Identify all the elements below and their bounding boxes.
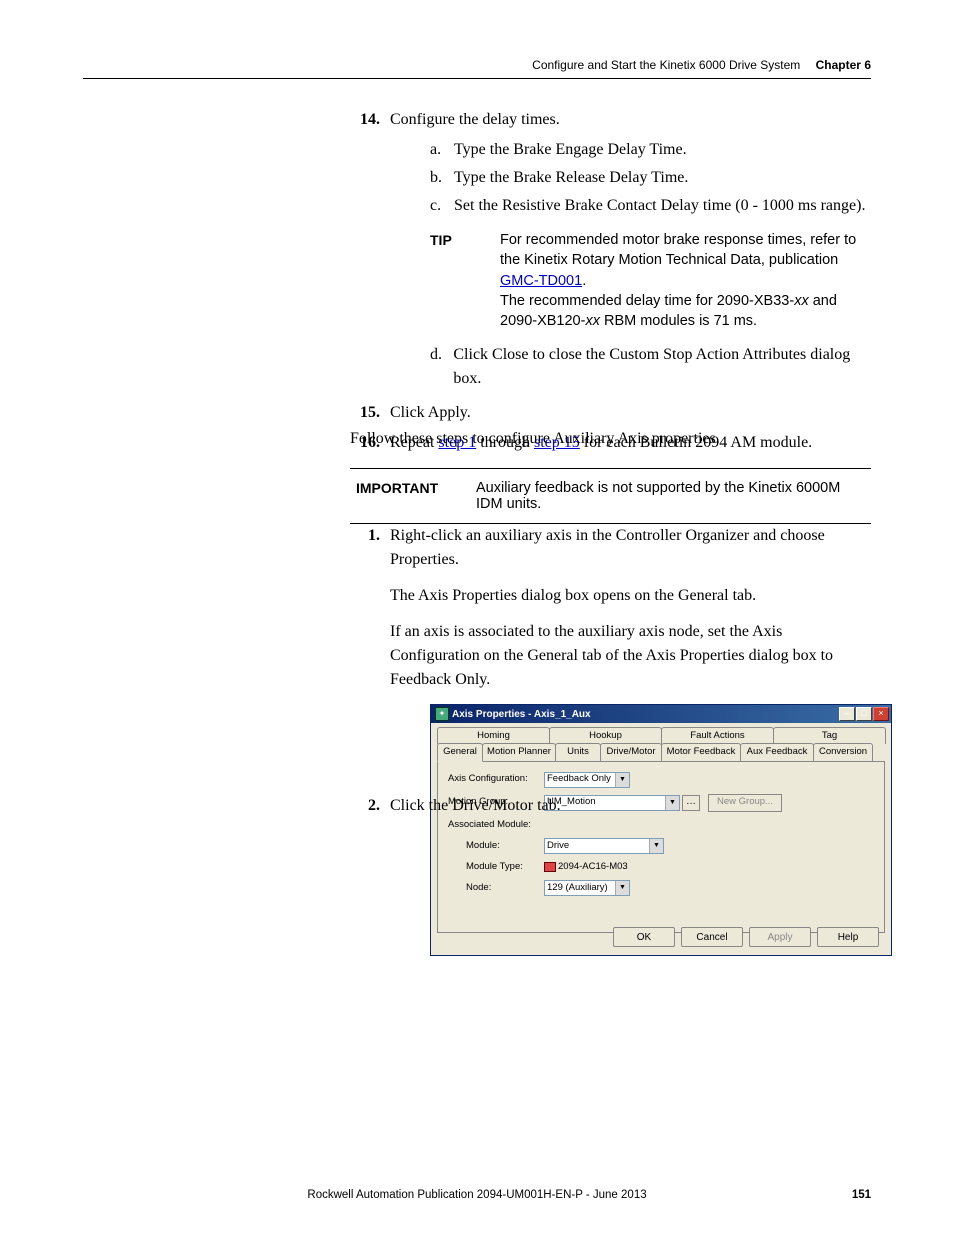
substep-text: Set the Resistive Brake Contact Delay ti… — [454, 194, 865, 218]
dropdown-module[interactable]: Drive▼ — [544, 838, 664, 854]
header-title: Configure and Start the Kinetix 6000 Dri… — [532, 58, 800, 72]
footer-publication: Rockwell Automation Publication 2094-UM0… — [307, 1189, 646, 1201]
apply-button[interactable]: Apply — [749, 927, 811, 947]
tab-content-general: Axis Configuration: Feedback Only▼ Motio… — [437, 761, 885, 934]
substep-text: Click Close to close the Custom Stop Act… — [453, 343, 871, 391]
tab-fault-actions[interactable]: Fault Actions — [661, 727, 774, 744]
step-number: 2. — [350, 794, 390, 818]
main-content: 14. Configure the delay times. a.Type th… — [350, 108, 871, 461]
substep-text: Type the Brake Engage Delay Time. — [454, 138, 687, 162]
label-module-type: Module Type: — [466, 860, 544, 874]
help-button[interactable]: Help — [817, 927, 879, 947]
step-number: 1. — [350, 524, 390, 964]
step-text: Configure the delay times. — [390, 108, 871, 132]
page-header: Configure and Start the Kinetix 6000 Dri… — [532, 58, 871, 72]
tip-label: TIP — [430, 230, 500, 331]
tab-aux-feedback[interactable]: Aux Feedback — [740, 743, 814, 760]
link-gmc-td001[interactable]: GMC-TD001 — [500, 273, 582, 289]
tab-units[interactable]: Units — [555, 743, 601, 760]
module-type-value: 2094-AC16-M03 — [558, 860, 628, 874]
label-node: Node: — [466, 881, 544, 895]
step-body: Right-click an auxiliary axis in the Con… — [390, 524, 871, 964]
step-14: 14. Configure the delay times. a.Type th… — [350, 108, 871, 395]
tip-body: For recommended motor brake response tim… — [500, 230, 871, 331]
step-number: 15. — [350, 401, 390, 425]
tab-drive-motor[interactable]: Drive/Motor — [600, 743, 662, 760]
tab-hookup[interactable]: Hookup — [549, 727, 662, 744]
important-text: Auxiliary feedback is not supported by t… — [476, 480, 865, 512]
ok-button[interactable]: OK — [613, 927, 675, 947]
label-module: Module: — [466, 839, 544, 853]
step-para: If an axis is associated to the auxiliar… — [390, 620, 871, 692]
chevron-down-icon: ▼ — [649, 839, 663, 853]
dialog-icon: ✦ — [435, 707, 449, 721]
dropdown-node[interactable]: 129 (Auxiliary)▼ — [544, 880, 630, 896]
header-chapter: Chapter 6 — [816, 58, 871, 72]
cancel-button[interactable]: Cancel — [681, 927, 743, 947]
sub-letter: c. — [430, 194, 454, 218]
tab-motor-feedback[interactable]: Motor Feedback — [661, 743, 741, 760]
tab-motion-planner[interactable]: Motion Planner — [482, 743, 556, 760]
substep-text: Type the Brake Release Delay Time. — [454, 166, 688, 190]
dropdown-axis-config[interactable]: Feedback Only▼ — [544, 772, 630, 788]
page-footer: Rockwell Automation Publication 2094-UM0… — [83, 1189, 871, 1201]
sub-letter: a. — [430, 138, 454, 162]
step-para: The Axis Properties dialog box opens on … — [390, 584, 871, 608]
tab-conversion[interactable]: Conversion — [813, 743, 873, 760]
step-number: 14. — [350, 108, 390, 395]
sub-letter: d. — [430, 343, 453, 391]
tab-general[interactable]: General — [437, 743, 483, 761]
tab-tag[interactable]: Tag — [773, 727, 886, 744]
aux-steps: 1. Right-click an auxiliary axis in the … — [350, 524, 871, 970]
step-text: Click Apply. — [390, 401, 871, 425]
sub-letter: b. — [430, 166, 454, 190]
chevron-down-icon: ▼ — [615, 773, 629, 787]
step-text: Click the Drive/Motor tab. — [390, 794, 871, 818]
tab-row-back: Homing Hookup Fault Actions Tag — [437, 727, 885, 744]
dialog-titlebar[interactable]: ✦ Axis Properties - Axis_1_Aux – □ × — [431, 705, 891, 723]
axis-properties-dialog: ✦ Axis Properties - Axis_1_Aux – □ × Hom… — [430, 704, 892, 956]
module-type-icon — [544, 862, 556, 872]
important-label: IMPORTANT — [356, 480, 476, 512]
dialog-button-row: OK Cancel Apply Help — [613, 927, 879, 947]
step-1: 1. Right-click an auxiliary axis in the … — [350, 524, 871, 964]
step-para: Right-click an auxiliary axis in the Con… — [390, 524, 871, 572]
maximize-button[interactable]: □ — [856, 707, 872, 721]
dialog-title: Axis Properties - Axis_1_Aux — [452, 707, 839, 722]
tip-block: TIP For recommended motor brake response… — [430, 230, 871, 331]
tab-homing[interactable]: Homing — [437, 727, 550, 744]
tab-row-front: General Motion Planner Units Drive/Motor… — [437, 743, 885, 760]
footer-page-number: 151 — [852, 1189, 871, 1201]
label-axis-config: Axis Configuration: — [448, 772, 544, 786]
header-rule — [83, 78, 871, 79]
follow-text: Follow these steps to configure Auxiliar… — [350, 430, 871, 448]
close-button[interactable]: × — [873, 707, 889, 721]
chevron-down-icon: ▼ — [615, 881, 629, 895]
minimize-button[interactable]: – — [839, 707, 855, 721]
step-15: 15. Click Apply. — [350, 401, 871, 425]
step-2: 2. Click the Drive/Motor tab. — [350, 794, 871, 824]
important-box: IMPORTANT Auxiliary feedback is not supp… — [350, 468, 871, 524]
